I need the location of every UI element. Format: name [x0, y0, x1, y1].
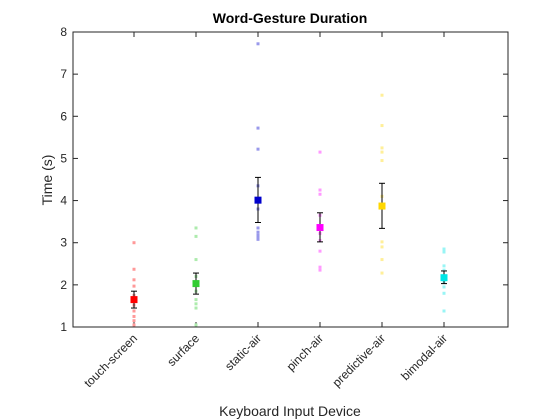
errorbars-layer — [131, 176, 447, 309]
data-point — [256, 237, 260, 241]
y-tick-label: 5 — [60, 151, 67, 165]
axes: 1 2 3 4 5 6 7 8 touch-screen surface static-air pin… — [60, 25, 509, 390]
y-tick-label: 6 — [60, 109, 67, 123]
y-tick-label: 4 — [60, 194, 67, 208]
y-tick-label: 8 — [60, 25, 67, 39]
data-point — [318, 249, 322, 253]
data-point — [442, 309, 446, 313]
data-point — [132, 314, 136, 318]
data-point — [380, 271, 384, 275]
mean-marker — [130, 296, 138, 304]
data-point — [442, 285, 446, 289]
data-point — [194, 258, 198, 262]
data-point — [194, 234, 198, 238]
x-tick-label: static-air — [222, 331, 264, 373]
data-point — [256, 226, 260, 230]
data-point — [380, 240, 384, 244]
y-tick-label: 2 — [60, 278, 67, 292]
data-point — [132, 267, 136, 271]
data-point — [442, 264, 446, 268]
data-point — [194, 298, 198, 302]
chart-title: Word-Gesture Duration — [213, 10, 368, 26]
data-point — [256, 147, 260, 151]
data-point — [194, 323, 198, 327]
data-point — [318, 188, 322, 192]
y-tick-label: 3 — [60, 236, 67, 250]
data-point — [194, 306, 198, 310]
data-point — [132, 278, 136, 282]
data-point — [442, 247, 446, 251]
data-point — [132, 241, 136, 245]
data-point — [256, 236, 260, 240]
mean-marker — [254, 196, 262, 204]
x-axis-label: Keyboard Input Device — [219, 403, 361, 419]
data-point — [256, 230, 260, 234]
plot-box — [72, 31, 509, 328]
data-point — [256, 233, 260, 237]
data-point — [256, 126, 260, 130]
data-point — [380, 146, 384, 150]
data-point — [194, 226, 198, 230]
x-tick-label: pinch-air — [284, 331, 326, 373]
mean-marker — [316, 224, 324, 232]
mean-marker — [440, 274, 448, 282]
data-point — [256, 42, 260, 46]
data-point — [442, 291, 446, 295]
data-point — [380, 245, 384, 249]
data-point — [132, 309, 136, 313]
data-point — [380, 258, 384, 262]
y-axis-label: Time (s) — [39, 155, 55, 206]
data-point — [380, 150, 384, 154]
data-point — [132, 319, 136, 323]
points-layer — [132, 42, 446, 327]
data-point — [318, 150, 322, 154]
data-point — [318, 192, 322, 196]
x-tick-label: surface — [164, 331, 202, 369]
data-point — [442, 268, 446, 272]
y-tick-label: 7 — [60, 67, 67, 81]
data-point — [442, 250, 446, 254]
data-point — [318, 268, 322, 272]
mean-marker — [378, 202, 386, 210]
data-point — [380, 124, 384, 128]
data-point — [318, 265, 322, 269]
data-point — [132, 323, 136, 327]
x-tick-label: bimodal-air — [398, 331, 450, 383]
data-point — [194, 302, 198, 306]
data-point — [380, 93, 384, 97]
data-point — [132, 284, 136, 288]
mean-marker — [192, 280, 200, 288]
data-point — [380, 159, 384, 163]
means-layer — [130, 196, 448, 304]
x-tick-label: predictive-air — [330, 331, 388, 389]
y-tick-label: 1 — [60, 320, 67, 334]
x-tick-label: touch-screen — [81, 331, 140, 390]
